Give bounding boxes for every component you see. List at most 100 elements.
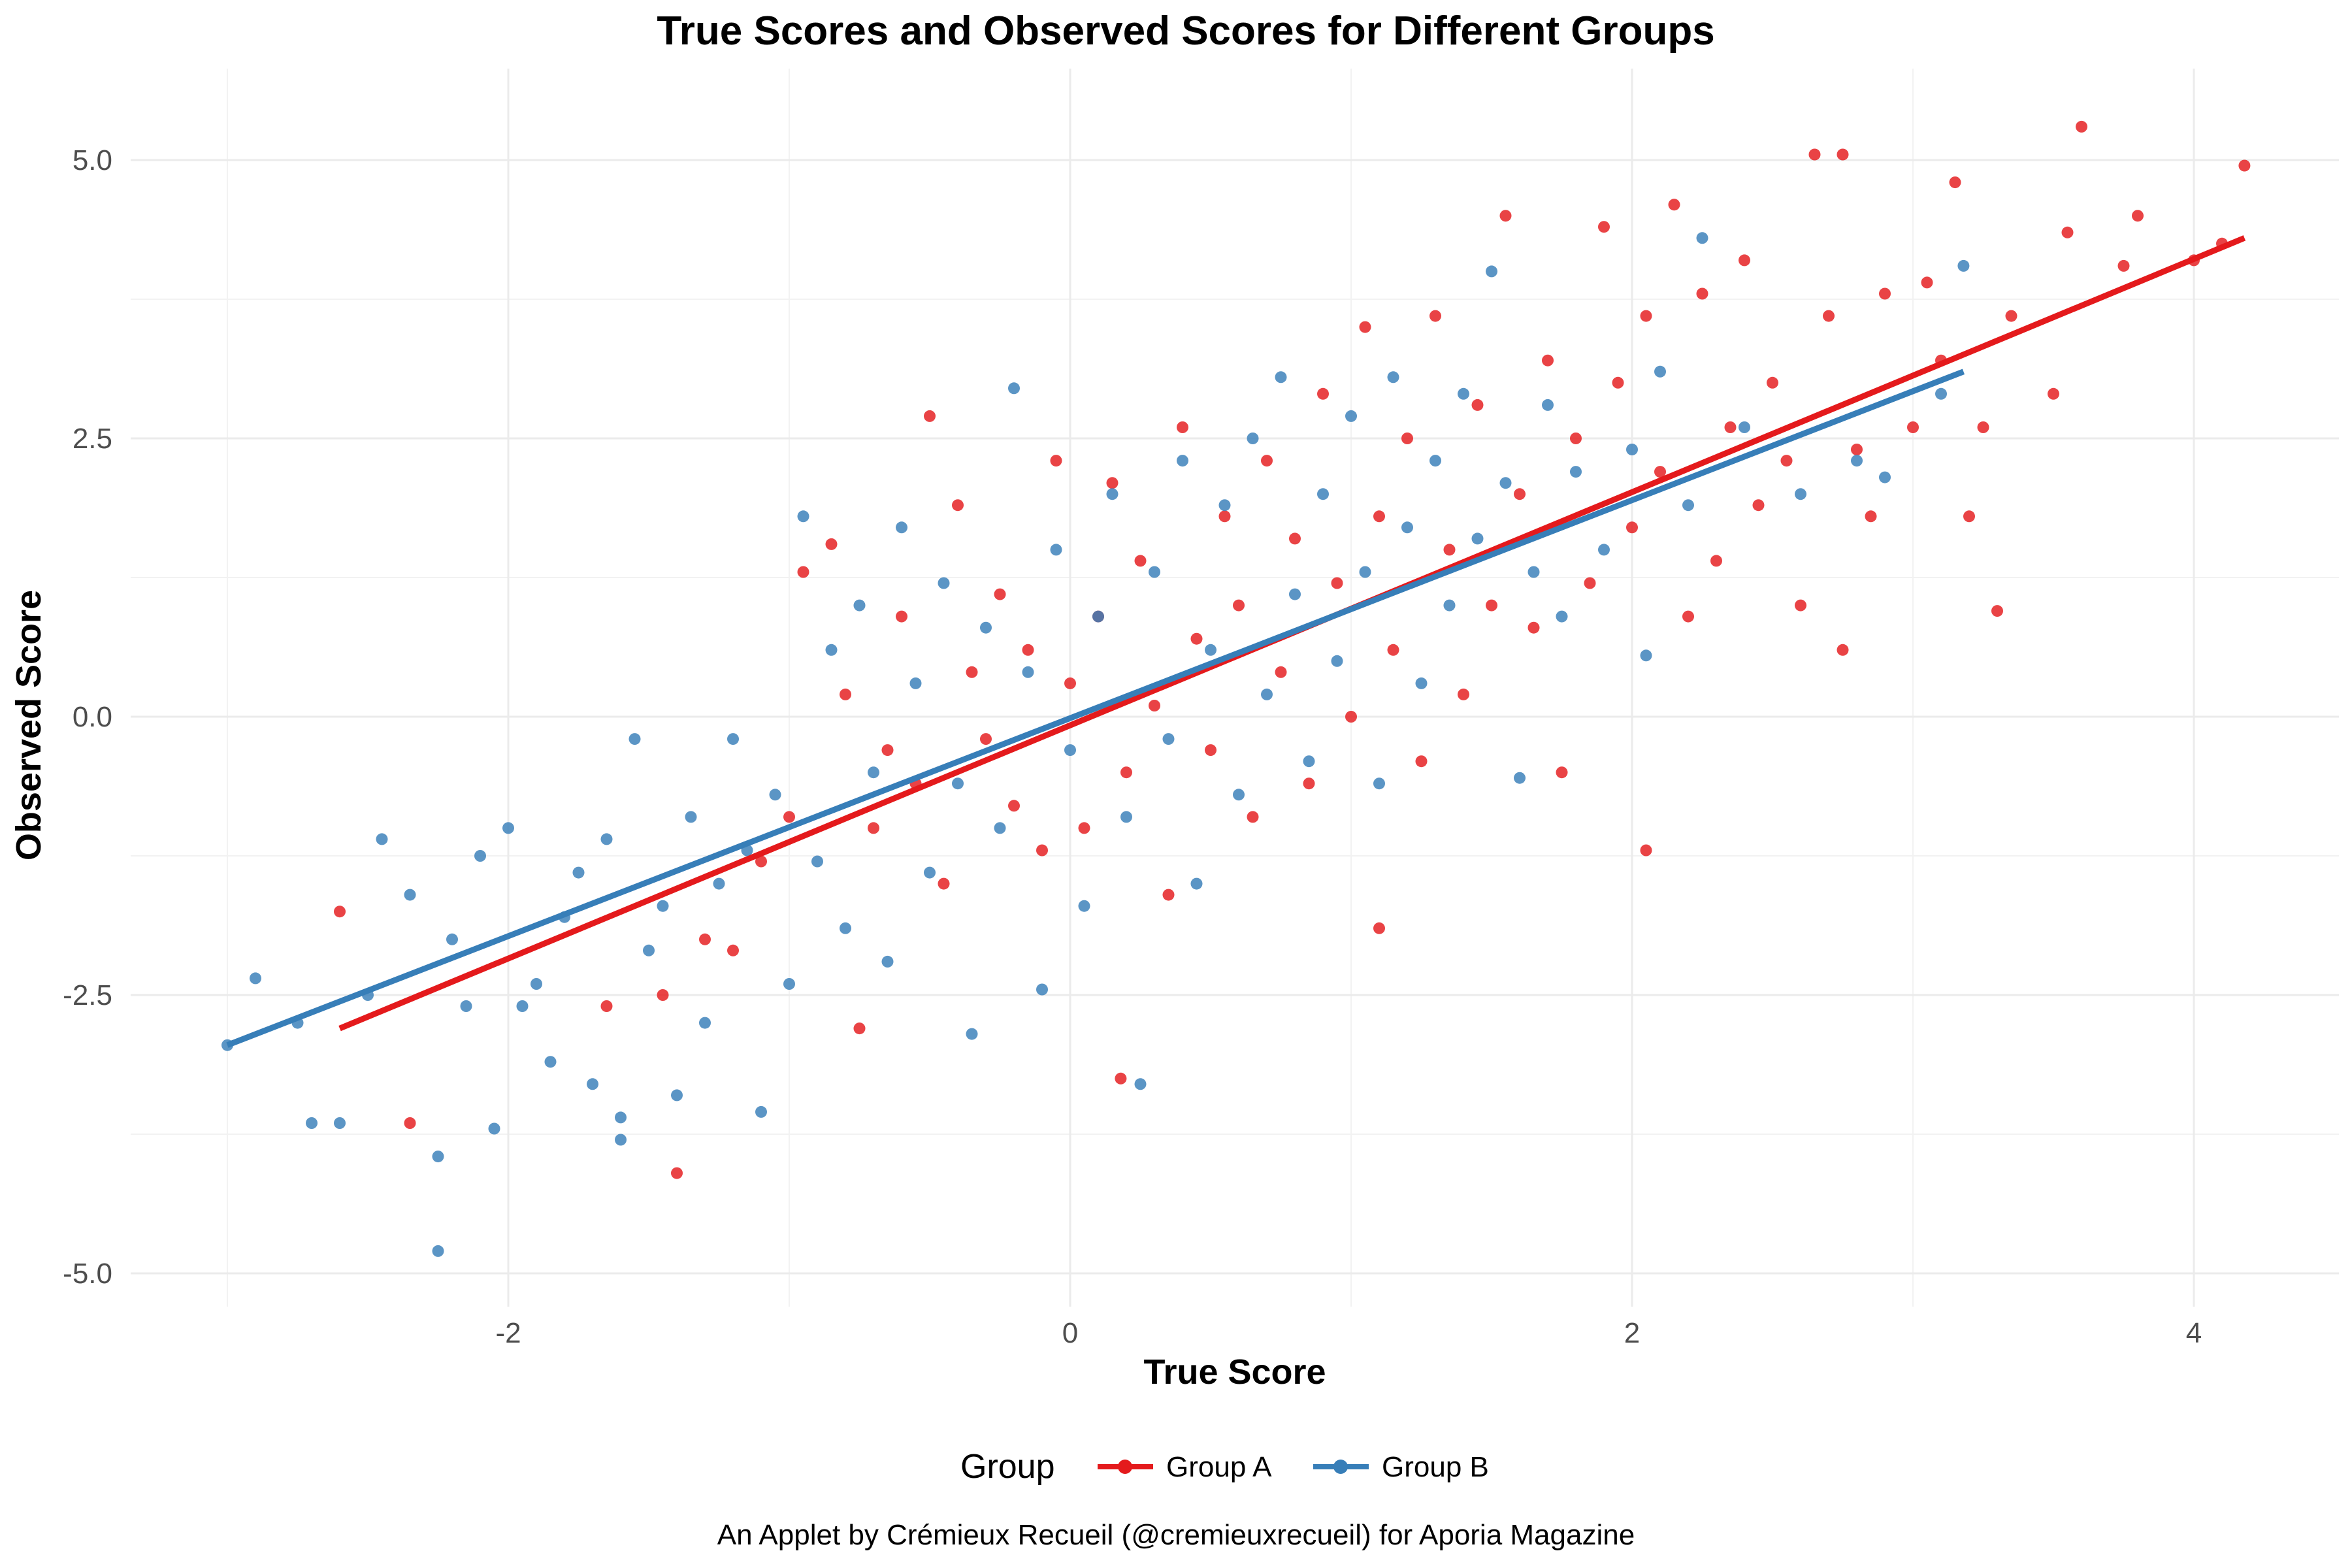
data-point-group-a xyxy=(1837,148,1849,161)
data-point-group-a xyxy=(825,538,838,550)
data-point-group-a xyxy=(840,688,851,700)
data-point-group-a xyxy=(1106,477,1119,489)
data-point-group-b xyxy=(1527,566,1540,578)
data-point-group-a xyxy=(783,811,795,823)
legend: Group Group A Group B xyxy=(960,1448,1489,1486)
data-point-group-b xyxy=(1443,599,1456,612)
x-tick-label: 2 xyxy=(1624,1317,1640,1349)
data-point-group-a xyxy=(1780,455,1793,467)
data-point-group-b xyxy=(1359,566,1371,578)
data-point-group-b xyxy=(1218,499,1231,512)
data-point-group-a xyxy=(1218,510,1231,523)
data-point-group-a xyxy=(1640,310,1652,322)
data-point-group-b xyxy=(825,644,838,656)
data-point-group-b xyxy=(1739,421,1750,433)
data-point-group-a xyxy=(1415,755,1428,768)
data-point-group-b xyxy=(1654,365,1666,378)
data-point-group-a xyxy=(727,944,739,956)
data-point-group-a xyxy=(980,733,992,745)
tick-labels: -2 0 2 4 -5.0 -2.5 0.0 2.5 5.0 xyxy=(63,144,2202,1349)
data-point-group-a xyxy=(1373,510,1385,523)
data-point-group-a xyxy=(1514,488,1526,500)
data-point-group-b xyxy=(1022,666,1034,678)
data-point-group-b xyxy=(1486,265,1497,278)
data-point-group-b xyxy=(769,789,781,801)
data-point-group-a xyxy=(1626,521,1638,534)
data-point-group-a xyxy=(1190,632,1203,645)
x-tick-label: 0 xyxy=(1062,1317,1078,1349)
data-point-group-b xyxy=(783,978,795,990)
data-point-group-b xyxy=(502,822,514,834)
data-point-group-b xyxy=(1261,688,1273,700)
data-point-group-a xyxy=(1471,399,1484,411)
data-point-group-b xyxy=(643,944,655,956)
data-point-group-a xyxy=(1261,455,1273,467)
data-point-group-a xyxy=(1247,811,1259,823)
data-point-group-a xyxy=(1907,421,1919,433)
fit-lines xyxy=(226,235,2246,1048)
data-point-group-b xyxy=(952,777,964,790)
data-point-group-a xyxy=(868,822,879,834)
data-point-group-a xyxy=(797,566,809,578)
data-point-group-b xyxy=(404,889,416,901)
data-point-group-a xyxy=(1865,510,1877,523)
data-point-group-b xyxy=(966,1028,978,1040)
data-point-group-a xyxy=(1598,221,1610,233)
data-point-group-a xyxy=(1879,287,1891,300)
data-point-group-a xyxy=(1177,421,1188,433)
data-point-group-b xyxy=(868,766,879,779)
data-point-group-a xyxy=(1724,421,1737,433)
data-point-group-b xyxy=(671,1089,683,1102)
data-point-group-b xyxy=(1345,410,1357,422)
data-point-group-b xyxy=(840,922,851,934)
data-point-group-a xyxy=(1682,610,1694,623)
data-point-group-a xyxy=(1584,577,1596,589)
data-point-group-b xyxy=(713,877,725,890)
data-point-group-a xyxy=(1275,666,1287,678)
data-point-group-a xyxy=(1303,777,1315,790)
data-point-group-b xyxy=(1134,1078,1147,1090)
data-point-group-b xyxy=(1036,983,1048,996)
y-tick-label: -2.5 xyxy=(63,979,112,1011)
data-point-group-b xyxy=(1233,789,1245,801)
data-point-group-b xyxy=(755,1105,767,1118)
data-point-group-a xyxy=(1289,532,1301,545)
grid-lines xyxy=(131,69,2339,1307)
data-point-group-b xyxy=(909,677,922,689)
y-tick-label: 5.0 xyxy=(73,144,112,176)
x-axis-title: True Score xyxy=(1143,1352,1326,1392)
data-point-group-a xyxy=(1739,254,1750,267)
data-point-group-a xyxy=(1008,800,1020,812)
data-point-group-b xyxy=(615,1134,627,1146)
data-point-group-b xyxy=(432,1245,444,1257)
data-point-group-b xyxy=(1458,387,1469,400)
data-point-group-b xyxy=(1542,399,1554,411)
data-point-group-a xyxy=(699,933,711,945)
data-point-group-a xyxy=(1808,148,1821,161)
data-point-group-a xyxy=(2117,259,2130,272)
data-point-group-a xyxy=(1991,605,2003,617)
data-point-group-a xyxy=(896,610,907,623)
data-point-group-b xyxy=(881,955,894,968)
data-point-group-b xyxy=(1162,733,1175,745)
data-point-group-a xyxy=(1233,599,1245,612)
data-point-group-a xyxy=(1696,287,1708,300)
data-point-group-b xyxy=(1401,521,1413,534)
data-point-group-a xyxy=(1668,199,1680,211)
data-point-group-b xyxy=(1429,455,1441,467)
data-point-group-b xyxy=(572,866,585,879)
data-point-group-b xyxy=(432,1151,444,1163)
fit-line-group-b xyxy=(226,368,1965,1048)
legend-dot-group-b xyxy=(1333,1460,1348,1474)
data-point-group-b xyxy=(1092,610,1104,623)
data-point-group-b xyxy=(306,1117,318,1129)
data-point-group-a xyxy=(2048,387,2059,400)
data-point-group-a xyxy=(2076,120,2087,133)
data-point-group-a xyxy=(1963,510,1975,523)
data-point-group-a xyxy=(1527,621,1540,634)
data-point-group-b xyxy=(1696,232,1708,244)
data-point-group-a xyxy=(2132,210,2144,222)
data-point-group-b xyxy=(1499,477,1512,489)
